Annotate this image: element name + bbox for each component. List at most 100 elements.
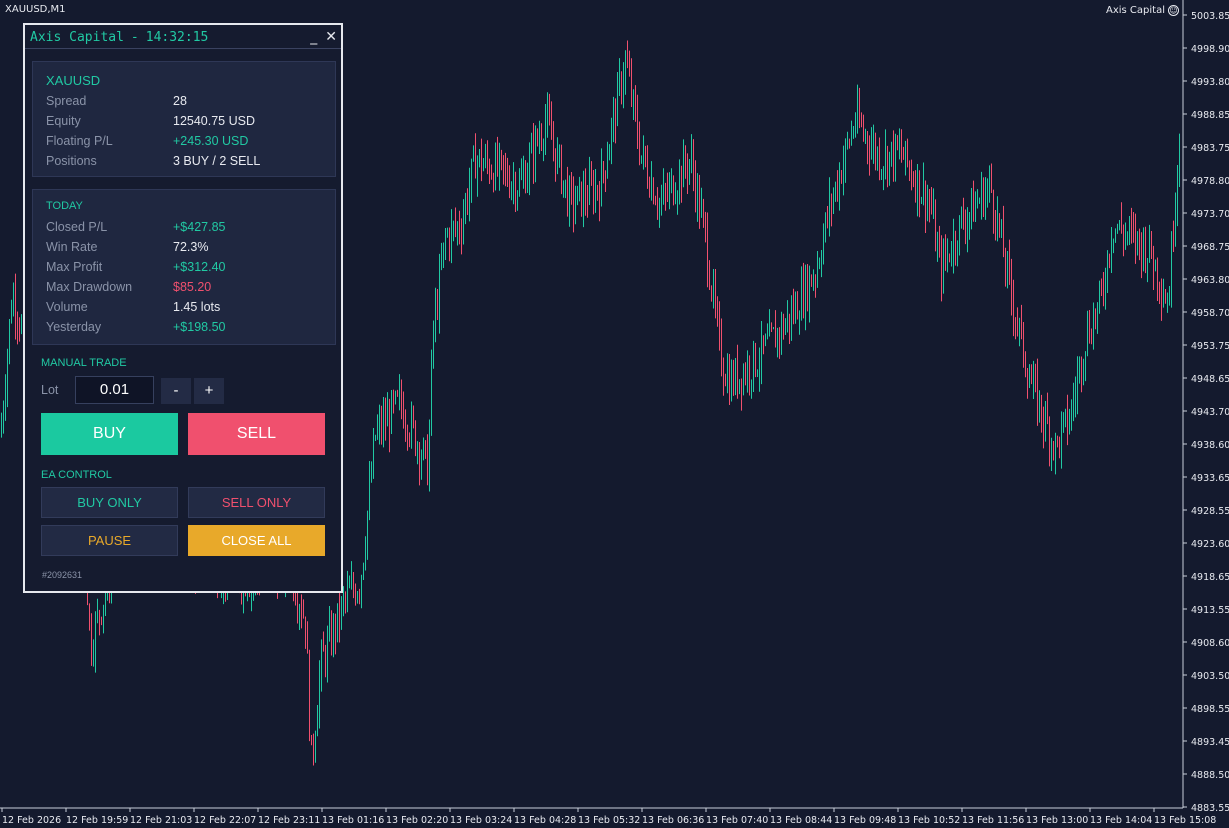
price-label: 4958.70 (1191, 308, 1229, 319)
price-label: 4973.70 (1191, 209, 1229, 220)
price-label: 4993.80 (1191, 77, 1229, 88)
time-label: 13 Feb 14:04 (1090, 815, 1152, 826)
time-label: 13 Feb 01:16 (322, 815, 384, 826)
today-heading: TODAY (46, 200, 83, 212)
stat-value: +$198.50 (173, 320, 226, 334)
stat-label: Volume (46, 300, 88, 314)
time-label: 12 Feb 22:07 (194, 815, 256, 826)
price-label: 4963.80 (1191, 275, 1229, 286)
info-value: 3 BUY / 2 SELL (173, 154, 261, 168)
ea-name: Axis Capital (1106, 5, 1165, 16)
titlebar-divider (25, 48, 341, 49)
price-label: 4898.55 (1191, 704, 1229, 715)
close-all-button[interactable]: CLOSE ALL (188, 525, 325, 556)
today-row-closed-pl: Closed P/L +$427.85 (46, 217, 335, 237)
stat-label: Yesterday (46, 320, 102, 334)
symbol-name: XAUUSD (46, 73, 101, 88)
info-row-positions: Positions 3 BUY / 2 SELL (46, 151, 335, 171)
stat-label: Max Profit (46, 260, 103, 274)
info-row-spread: Spread 28 (46, 91, 335, 111)
stat-value: 1.45 lots (173, 300, 221, 314)
sell-only-button[interactable]: SELL ONLY (188, 487, 325, 518)
price-label: 4968.75 (1191, 242, 1229, 253)
price-label: 4988.85 (1191, 110, 1229, 121)
time-label: 13 Feb 13:00 (1026, 815, 1088, 826)
stat-label: Max Drawdown (46, 280, 133, 294)
price-label: 4933.65 (1191, 473, 1229, 484)
price-label: 4983.75 (1191, 143, 1229, 154)
today-stats-card: TODAY Closed P/L +$427.85 Win Rate 72.3% M… (32, 189, 336, 345)
price-label: 4903.50 (1191, 671, 1229, 682)
today-row-volume: Volume 1.45 lots (46, 297, 335, 317)
symbol-info-card: XAUUSD Spread 28 Equity 12540.75 USD Float… (32, 61, 336, 177)
panel-title: Axis Capital (30, 29, 124, 45)
ea-name-tag: Axis Capital ☺ (1106, 5, 1179, 16)
price-label: 4978.80 (1191, 176, 1229, 187)
buy-only-button[interactable]: BUY ONLY (41, 487, 178, 518)
time-label: 13 Feb 09:48 (834, 815, 896, 826)
lot-decrease-button[interactable]: - (161, 378, 191, 404)
buy-button[interactable]: BUY (41, 413, 178, 455)
price-label: 4998.90 (1191, 44, 1229, 55)
time-label: 12 Feb 2026 (2, 815, 61, 826)
info-value: +245.30 USD (173, 134, 249, 148)
stat-label: Win Rate (46, 240, 98, 254)
today-row-max-profit: Max Profit +$312.40 (46, 257, 335, 277)
price-label: 4923.60 (1191, 539, 1229, 550)
price-label: 4888.50 (1191, 770, 1229, 781)
stat-value: +$312.40 (173, 260, 226, 274)
title-separator: - (130, 29, 139, 45)
time-label: 12 Feb 23:11 (258, 815, 320, 826)
time-label: 13 Feb 10:52 (898, 815, 960, 826)
today-row-win-rate: Win Rate 72.3% (46, 237, 335, 257)
price-label: 4948.65 (1191, 374, 1229, 385)
time-label: 13 Feb 07:40 (706, 815, 768, 826)
info-label: Floating P/L (46, 134, 113, 148)
info-label: Spread (46, 94, 87, 108)
lot-increase-button[interactable]: + (194, 378, 224, 404)
info-label: Equity (46, 114, 81, 128)
time-label: 13 Feb 11:56 (962, 815, 1024, 826)
lot-label: Lot (41, 383, 59, 397)
close-icon[interactable]: ✕ (325, 29, 337, 45)
price-label: 4883.55 (1191, 803, 1229, 814)
time-label: 13 Feb 15:08 (1154, 815, 1216, 826)
info-value: 28 (173, 94, 187, 108)
price-label: 4913.55 (1191, 605, 1229, 616)
price-label: 5003.85 (1191, 11, 1229, 22)
time-label: 13 Feb 04:28 (514, 815, 576, 826)
chart-symbol-label: XAUUSD,M1 (5, 4, 66, 15)
lot-size-input[interactable]: 0.01 (75, 376, 154, 404)
pause-button[interactable]: PAUSE (41, 525, 178, 556)
info-row-floating-pl: Floating P/L +245.30 USD (46, 131, 335, 151)
stat-value: +$427.85 (173, 220, 226, 234)
stat-label: Closed P/L (46, 220, 108, 234)
price-label: 4928.55 (1191, 506, 1229, 517)
sell-button[interactable]: SELL (188, 413, 325, 455)
panel-clock: 14:32:15 (145, 29, 209, 45)
info-value: 12540.75 USD (173, 114, 256, 128)
time-label: 13 Feb 02:20 (386, 815, 448, 826)
time-label: 13 Feb 05:32 (578, 815, 640, 826)
time-label: 12 Feb 21:03 (130, 815, 192, 826)
time-label: 12 Feb 19:59 (66, 815, 128, 826)
ea-panel: Axis Capital - 14:32:15 _ ✕ XAUUSD Sprea… (23, 23, 343, 593)
manual-trade-heading: MANUAL TRADE (41, 357, 127, 369)
account-id: #2092631 (42, 570, 83, 580)
ea-control-heading: EA CONTROL (41, 469, 112, 481)
today-row-yesterday: Yesterday +$198.50 (46, 317, 335, 337)
smiley-icon: ☺ (1168, 5, 1179, 16)
price-label: 4918.65 (1191, 572, 1229, 583)
stat-value: $85.20 (173, 280, 212, 294)
stat-value: 72.3% (173, 240, 209, 254)
panel-titlebar[interactable]: Axis Capital - 14:32:15 _ ✕ (25, 25, 341, 49)
price-label: 4938.60 (1191, 440, 1229, 451)
minimize-icon[interactable]: _ (310, 29, 318, 45)
time-label: 13 Feb 08:44 (770, 815, 832, 826)
time-label: 13 Feb 06:36 (642, 815, 704, 826)
price-label: 4893.45 (1191, 737, 1229, 748)
time-label: 13 Feb 03:24 (450, 815, 512, 826)
price-label: 4953.75 (1191, 341, 1229, 352)
info-label: Positions (46, 154, 97, 168)
today-row-max-drawdown: Max Drawdown $85.20 (46, 277, 335, 297)
